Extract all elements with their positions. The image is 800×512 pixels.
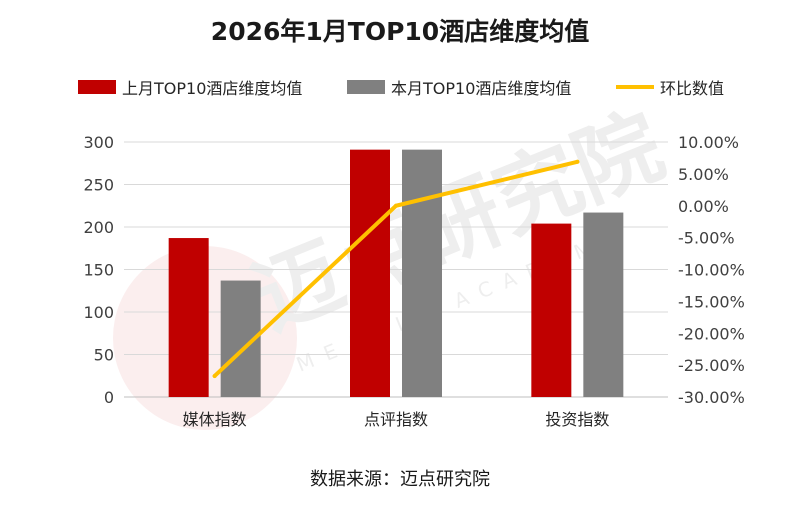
y-left-tick-label: 150 bbox=[83, 261, 114, 280]
legend-swatch-line bbox=[616, 85, 654, 89]
bar-this-month bbox=[402, 149, 442, 397]
bar-last-month bbox=[350, 149, 390, 397]
y-left-tick-label: 300 bbox=[83, 133, 114, 152]
y-left-tick-label: 200 bbox=[83, 218, 114, 237]
y-left-tick-label: 100 bbox=[83, 303, 114, 322]
bar-last-month bbox=[531, 223, 572, 397]
y-right-tick-label: -15.00% bbox=[678, 292, 745, 311]
bar-this-month bbox=[583, 212, 624, 397]
y-right-tick-label: -20.00% bbox=[678, 324, 745, 343]
legend-item-this-month: 本月TOP10酒店维度均值 bbox=[347, 76, 571, 98]
y-right-tick-label: 10.00% bbox=[678, 133, 739, 152]
legend-item-mom: 环比数值 bbox=[616, 76, 724, 98]
x-category-label: 媒体指数 bbox=[183, 410, 247, 429]
y-right-tick-label: -5.00% bbox=[678, 229, 735, 248]
legend-swatch-red bbox=[78, 80, 116, 94]
legend-item-last-month: 上月TOP10酒店维度均值 bbox=[78, 76, 302, 98]
legend-label-last-month: 上月TOP10酒店维度均值 bbox=[122, 79, 303, 98]
mom-point bbox=[212, 373, 217, 378]
x-category-label: 投资指数 bbox=[545, 410, 609, 429]
y-right-tick-label: 5.00% bbox=[678, 165, 729, 184]
y-left-tick-label: 250 bbox=[83, 176, 114, 195]
data-source: 数据来源：迈点研究院 bbox=[310, 469, 490, 490]
mom-point bbox=[394, 203, 398, 208]
y-right-tick-label: -10.00% bbox=[678, 261, 745, 280]
y-right-tick-label: -30.00% bbox=[678, 388, 745, 407]
chart-legend: 上月TOP10酒店维度均值 本月TOP10酒店维度均值 环比数值 bbox=[0, 76, 800, 98]
y-right-tick-label: 0.00% bbox=[678, 197, 729, 216]
y-left-tick-label: 50 bbox=[94, 346, 114, 365]
y-left-tick-label: 0 bbox=[104, 388, 114, 407]
legend-label-mom: 环比数值 bbox=[660, 79, 725, 98]
legend-swatch-gray bbox=[347, 80, 385, 94]
legend-label-this-month: 本月TOP10酒店维度均值 bbox=[391, 79, 572, 98]
mom-point bbox=[575, 159, 580, 164]
y-right-tick-label: -25.00% bbox=[678, 356, 745, 375]
x-category-label: 点评指数 bbox=[364, 410, 428, 429]
chart-title: 2026年1月TOP10酒店维度均值 bbox=[210, 17, 590, 46]
bar-last-month bbox=[168, 238, 209, 397]
